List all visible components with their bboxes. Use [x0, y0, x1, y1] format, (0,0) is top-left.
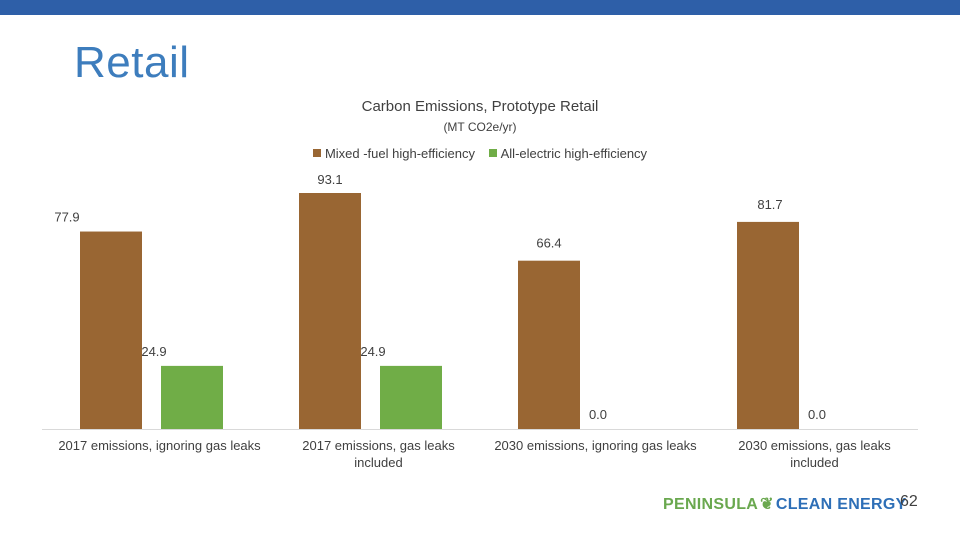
category-label-3-line-0: 2030 emissions, gas leaks: [738, 438, 891, 453]
slide-title: Retail: [74, 38, 190, 87]
bar-mixed-fuel-0: [80, 231, 142, 429]
data-label-mixed-fuel-0: 77.9: [54, 210, 79, 225]
data-label-all-electric-1: 24.9: [360, 344, 385, 359]
legend-item-mixed-fuel: Mixed -fuel high-efficiency: [312, 146, 475, 161]
top-accent-bar: [0, 0, 960, 15]
page-number: 62: [900, 493, 918, 510]
legend-label-all-electric: All-electric high-efficiency: [500, 146, 648, 161]
chart-legend: Mixed -fuel high-efficiency All-electric…: [0, 146, 960, 161]
data-label-mixed-fuel-2: 66.4: [536, 236, 561, 251]
bar-mixed-fuel-3: [737, 221, 799, 429]
bar-all-electric-0: [161, 365, 223, 429]
data-label-all-electric-3: 0.0: [808, 407, 826, 422]
chart-subtitle: (MT CO2e/yr): [443, 120, 517, 134]
legend-label-mixed-fuel: Mixed -fuel high-efficiency: [324, 146, 475, 161]
peninsula-clean-energy-logo: PENINSULA ❦ CLEAN ENERGY: [663, 494, 907, 514]
legend-item-all-electric: All-electric high-efficiency: [488, 146, 648, 161]
bar-mixed-fuel-2: [518, 260, 580, 429]
logo-text-peninsula: PENINSULA: [663, 496, 759, 513]
category-label-1-line-0: 2017 emissions, gas leaks: [302, 438, 455, 453]
chart-title: Carbon Emissions, Prototype Retail: [361, 98, 599, 115]
legend-swatch-mixed-fuel: [312, 149, 321, 157]
data-label-all-electric-0: 24.9: [141, 344, 166, 359]
category-label-3-line-1: included: [790, 455, 838, 470]
logo-text-clean-energy: CLEAN ENERGY: [775, 496, 907, 513]
data-label-mixed-fuel-3: 81.7: [757, 197, 782, 212]
category-label-1-line-1: included: [354, 455, 402, 470]
data-label-mixed-fuel-1: 93.1: [317, 172, 342, 187]
category-label-0: 2017 emissions, ignoring gas leaks: [58, 438, 261, 453]
bar-mixed-fuel-1: [299, 193, 361, 429]
leaf-icon: ❦: [760, 496, 774, 513]
legend-swatch-all-electric: [488, 149, 497, 157]
bar-all-electric-1: [380, 365, 442, 429]
category-label-2: 2030 emissions, ignoring gas leaks: [494, 438, 697, 453]
data-label-all-electric-2: 0.0: [589, 407, 607, 422]
